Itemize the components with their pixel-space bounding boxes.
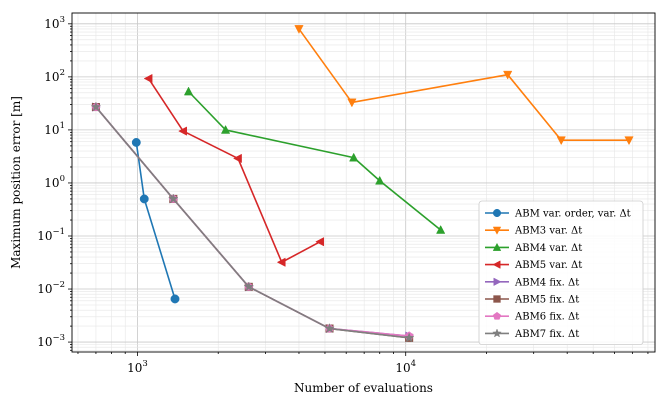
legend-item: ABM5 var. Δt bbox=[485, 260, 582, 271]
data-point bbox=[324, 322, 335, 334]
legend-label: ABM7 fix. Δt bbox=[514, 329, 579, 340]
legend-marker bbox=[492, 311, 502, 320]
series-4 bbox=[143, 73, 325, 267]
data-point bbox=[436, 225, 446, 234]
series-2 bbox=[294, 25, 634, 146]
data-point bbox=[139, 194, 149, 204]
data-point bbox=[556, 136, 566, 146]
legend-label: ABM5 var. Δt bbox=[514, 260, 582, 271]
ticks: 103 104 10−3 10−2 10−1 100 101 102 103 bbox=[37, 15, 649, 375]
plot-frame bbox=[71, 12, 656, 353]
legend-label: ABM4 var. Δt bbox=[514, 243, 582, 254]
data-point bbox=[90, 101, 102, 112]
y-tick-label: 103 bbox=[44, 15, 65, 31]
x-tick-label: 103 bbox=[127, 359, 148, 375]
data-point bbox=[131, 138, 141, 147]
legend-marker bbox=[492, 226, 502, 235]
legend-item: ABM7 fix. Δt bbox=[485, 328, 579, 340]
data-point bbox=[178, 126, 187, 136]
data-point bbox=[143, 73, 153, 84]
legend-label: ABM var. order, var. Δt bbox=[514, 209, 631, 220]
data-point bbox=[168, 193, 179, 204]
legend-item: ABM6 fix. Δt bbox=[485, 312, 579, 323]
x-axis-label: Number of evaluations bbox=[294, 381, 433, 395]
y-tick-label: 10−3 bbox=[37, 333, 65, 349]
data-point bbox=[170, 294, 180, 304]
legend-item: ABM5 fix. Δt bbox=[485, 295, 579, 306]
legend-box bbox=[478, 200, 644, 346]
y-tick-label: 101 bbox=[44, 121, 65, 137]
series-line bbox=[298, 28, 630, 141]
legend-label: ABM3 var. Δt bbox=[514, 226, 582, 237]
series-3 bbox=[183, 86, 446, 234]
series-layer bbox=[90, 25, 634, 343]
series-1 bbox=[131, 138, 180, 304]
data-point bbox=[403, 332, 415, 343]
data-point bbox=[375, 175, 385, 185]
y-tick-label: 10−1 bbox=[37, 227, 65, 243]
legend-marker bbox=[492, 208, 502, 218]
series-5 bbox=[92, 102, 415, 341]
series-line bbox=[135, 142, 176, 300]
legend-item: ABM3 var. Δt bbox=[485, 226, 582, 237]
legend-item: ABM4 fix. Δt bbox=[485, 277, 579, 288]
series-8 bbox=[90, 101, 415, 343]
series-line bbox=[147, 78, 321, 264]
legend-label: ABM6 fix. Δt bbox=[514, 312, 579, 323]
data-point bbox=[315, 237, 325, 247]
data-point bbox=[183, 86, 194, 96]
legend-marker bbox=[493, 295, 501, 303]
legend-marker bbox=[492, 260, 501, 269]
y-tick-label: 100 bbox=[44, 174, 65, 190]
data-point bbox=[347, 98, 357, 108]
legend-item: ABM4 var. Δt bbox=[485, 242, 582, 254]
data-point bbox=[233, 153, 242, 164]
data-point bbox=[349, 152, 359, 162]
data-point bbox=[294, 25, 304, 34]
legend-label: ABM5 fix. Δt bbox=[514, 295, 579, 306]
legend-label: ABM4 fix. Δt bbox=[514, 277, 579, 288]
legend-marker bbox=[493, 277, 502, 287]
legend-marker bbox=[492, 242, 502, 251]
series-6 bbox=[91, 102, 414, 342]
legend-marker bbox=[492, 328, 502, 338]
data-point bbox=[243, 281, 255, 292]
data-point bbox=[276, 257, 286, 267]
y-tick-label: 10−2 bbox=[37, 280, 65, 296]
legend: ABM var. order, var. Δt ABM3 var. Δt ABM4 … bbox=[478, 200, 644, 346]
data-point bbox=[624, 136, 634, 146]
data-point bbox=[220, 124, 231, 134]
series-line bbox=[187, 90, 442, 231]
y-tick-label: 102 bbox=[44, 68, 65, 84]
x-tick-label: 104 bbox=[395, 359, 416, 375]
legend-item: ABM var. order, var. Δt bbox=[485, 209, 631, 220]
y-axis-label: Maximum position error [m] bbox=[9, 96, 23, 269]
data-point bbox=[503, 70, 513, 80]
